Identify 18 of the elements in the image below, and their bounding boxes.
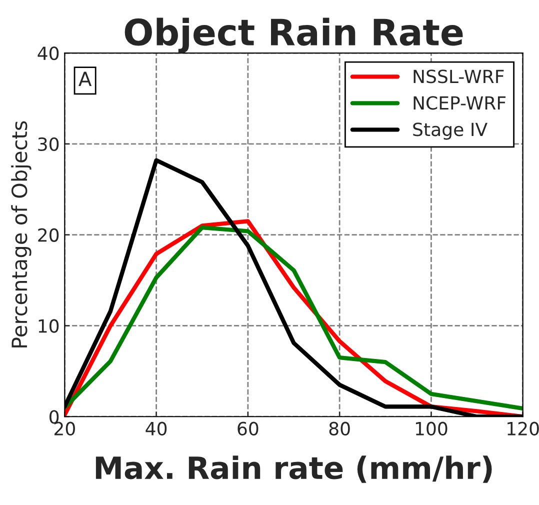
y-tick-label: 10 — [38, 319, 59, 333]
y-tick-label: 30 — [38, 137, 59, 152]
legend-label: NSSL-WRF — [414, 70, 504, 84]
legend-label: NCEP-WRF — [414, 96, 506, 110]
y-axis-title: Percentage of Objects — [11, 121, 32, 348]
y-tick-label: 0 — [50, 410, 59, 424]
x-axis-title: Max. Rain rate (mm/hr) — [96, 456, 492, 483]
x-tick-label: 40 — [146, 422, 167, 436]
x-tick-label: 100 — [416, 422, 448, 436]
annotation: A — [78, 72, 92, 86]
y-tick-label: 40 — [38, 46, 59, 60]
x-tick-label: 60 — [238, 422, 258, 436]
x-tick-label: 20 — [54, 422, 75, 436]
x-tick-label: 80 — [329, 422, 350, 436]
chart-title: Object Rain Rate — [124, 18, 463, 54]
legend-label: Stage IV — [413, 122, 488, 140]
x-tick-label: 120 — [508, 422, 539, 436]
y-tick-label: 20 — [38, 228, 59, 242]
